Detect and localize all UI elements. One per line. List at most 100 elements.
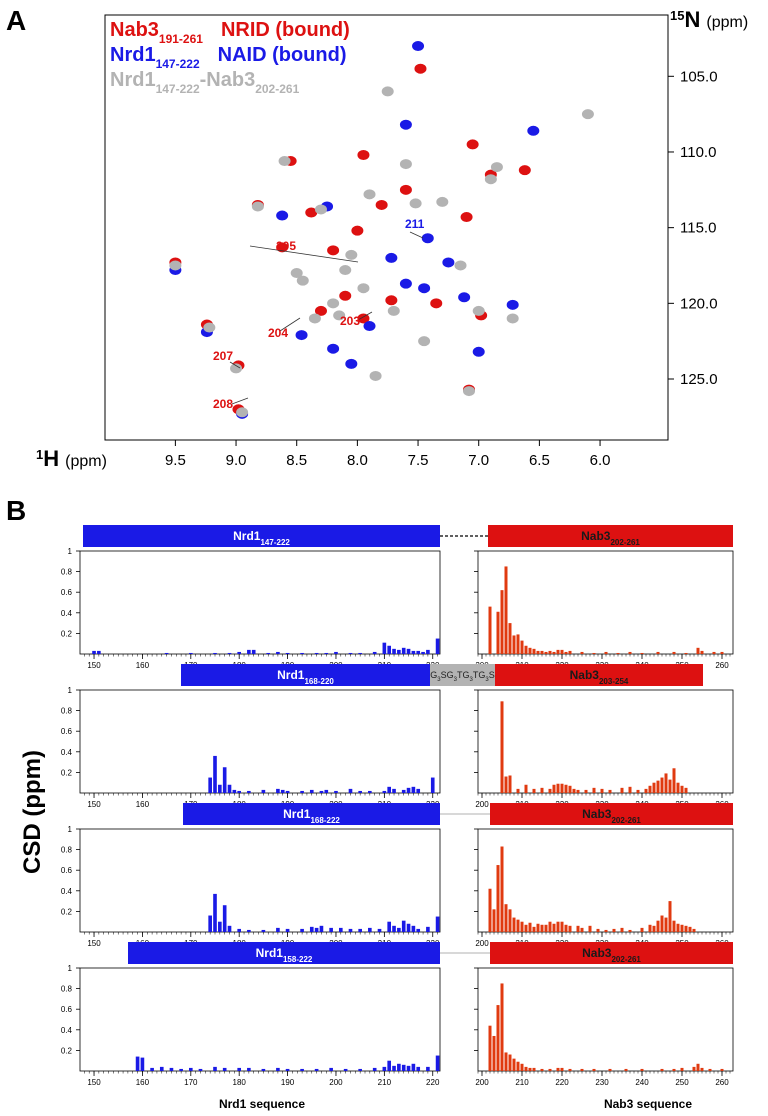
peak (357, 150, 370, 161)
bar (261, 929, 266, 932)
text-part: Nrd1 (283, 807, 311, 821)
bar (520, 1063, 524, 1071)
x-tick-label: 230 (595, 1078, 609, 1087)
y-tick-label: 105.0 (680, 68, 718, 85)
bar (576, 925, 580, 932)
bar (500, 846, 504, 932)
bar (560, 783, 564, 793)
bar (198, 1068, 203, 1071)
bar (552, 923, 556, 932)
bar (135, 1056, 140, 1071)
text-part: G (430, 670, 437, 680)
bar (406, 648, 411, 654)
subscript: 168-222 (310, 816, 340, 825)
bar (656, 920, 660, 932)
bar (592, 787, 596, 793)
legend-suffix: NRID (bound) (221, 19, 350, 41)
nrd1-construct (183, 803, 440, 825)
peak (463, 386, 476, 397)
peak (375, 199, 388, 210)
bar (500, 701, 504, 793)
peak (327, 298, 340, 309)
bar (512, 635, 516, 654)
bar (188, 652, 193, 654)
bar (636, 789, 640, 793)
bar (664, 917, 668, 932)
bar (548, 650, 552, 654)
subscript: 202-261 (255, 82, 299, 96)
x-axis-label: Nrd1 sequence (219, 1097, 305, 1111)
x-tick-label: 160 (136, 1078, 150, 1087)
bar (580, 1068, 584, 1071)
bar (411, 1063, 416, 1071)
bar (435, 916, 440, 932)
bar (712, 651, 716, 654)
y-tick-label: 0.4 (61, 609, 73, 618)
bar (672, 651, 676, 654)
bar (504, 776, 508, 793)
label: Nrd1168-220 (277, 668, 334, 686)
bar (247, 649, 251, 654)
text-part: Nrd1 (110, 44, 156, 66)
bar (680, 785, 684, 793)
bar (208, 777, 212, 793)
peak (414, 63, 427, 74)
x-tick-label: 8.0 (347, 452, 368, 469)
bar (652, 925, 656, 932)
label: Nrd1168-222 (283, 807, 340, 825)
bar (426, 926, 430, 932)
bar (692, 928, 696, 932)
bar (372, 651, 377, 654)
bar (406, 787, 411, 793)
y-tick-label: 0.6 (61, 588, 73, 597)
bar (276, 927, 280, 932)
bar (382, 642, 387, 654)
x-tick-label: 160 (136, 661, 150, 670)
bar (528, 647, 532, 654)
y-tick-label: 125.0 (680, 371, 718, 388)
bar (213, 1066, 217, 1071)
bar (720, 651, 724, 654)
bar (392, 925, 396, 932)
bar (368, 790, 372, 793)
leader-line (357, 311, 373, 321)
bar (213, 755, 217, 793)
peak (506, 313, 519, 324)
peak (442, 257, 455, 268)
peak (472, 305, 485, 316)
bar (314, 927, 319, 932)
bar (397, 649, 401, 654)
text-part: Nrd1 (110, 69, 156, 91)
bar (387, 921, 392, 932)
leader-line (231, 397, 249, 405)
peak (230, 363, 243, 374)
bar (692, 1066, 696, 1071)
subscript: 158-222 (283, 955, 313, 964)
bar (169, 1067, 174, 1071)
peak (387, 305, 400, 316)
bar (358, 652, 362, 654)
bar (338, 927, 343, 932)
bar (150, 1067, 154, 1071)
bar (656, 780, 660, 793)
x-tick-label: 150 (87, 1078, 101, 1087)
peak (399, 278, 412, 289)
bar (392, 788, 396, 793)
x-tick-label: 220 (426, 1078, 440, 1087)
bar (309, 789, 314, 793)
bar (358, 928, 362, 932)
bar (564, 924, 568, 932)
bar (411, 786, 416, 793)
x-tick-label: 240 (635, 1078, 649, 1087)
bar (588, 925, 592, 932)
bar (516, 1061, 520, 1071)
label: Nab3202-261 (581, 529, 640, 547)
peak (399, 119, 412, 130)
bar (300, 1068, 304, 1071)
bar (508, 909, 512, 932)
bar (560, 649, 564, 654)
bar (416, 1066, 421, 1071)
bar (584, 789, 588, 793)
bar (532, 926, 536, 932)
